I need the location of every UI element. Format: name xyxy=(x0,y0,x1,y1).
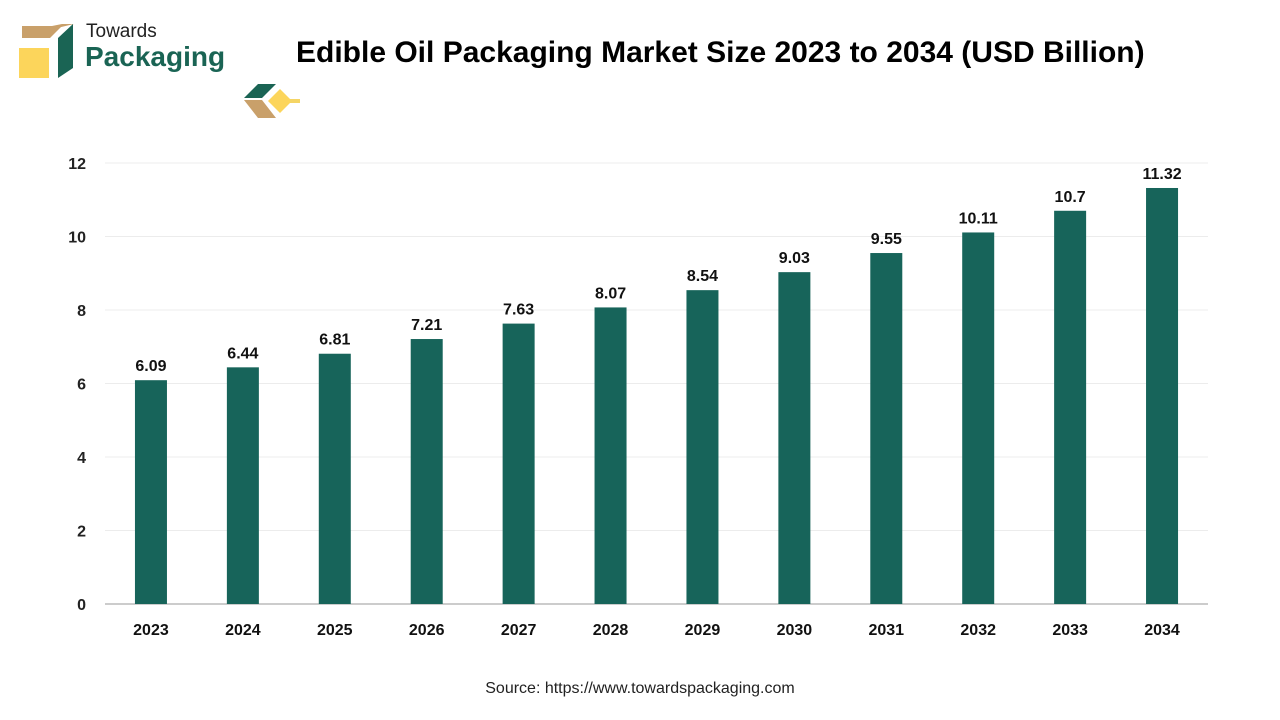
data-label: 10.11 xyxy=(959,210,998,227)
y-tick-label: 10 xyxy=(68,230,86,247)
bar xyxy=(134,380,167,604)
bar xyxy=(1146,187,1179,605)
y-tick-label: 8 xyxy=(77,303,86,320)
brand-name-line1: Towards xyxy=(86,21,157,42)
bar xyxy=(870,253,903,604)
y-tick-label: 12 xyxy=(68,156,86,173)
x-tick-label: 2034 xyxy=(1144,622,1180,639)
x-tick-label: 2023 xyxy=(133,622,169,639)
brand-logo-mark xyxy=(19,24,300,118)
bar xyxy=(594,307,627,604)
data-label: 11.32 xyxy=(1142,166,1181,183)
x-tick-label: 2030 xyxy=(777,622,813,639)
x-tick-label: 2028 xyxy=(593,622,629,639)
y-tick-label: 2 xyxy=(77,524,86,541)
data-label: 8.54 xyxy=(687,268,718,285)
data-label: 8.07 xyxy=(595,285,626,302)
x-tick-label: 2027 xyxy=(501,622,537,639)
y-tick-label: 0 xyxy=(77,597,86,614)
data-label: 7.63 xyxy=(503,302,534,319)
bar xyxy=(686,290,719,604)
bar xyxy=(1054,210,1087,604)
bar xyxy=(962,232,995,604)
x-tick-label: 2031 xyxy=(868,622,904,639)
bar xyxy=(502,323,535,604)
bar xyxy=(318,353,351,604)
bar xyxy=(410,339,443,604)
chart-title: Edible Oil Packaging Market Size 2023 to… xyxy=(296,36,1145,69)
data-label: 7.21 xyxy=(411,317,442,334)
source-note: Source: https://www.towardspackaging.com xyxy=(485,680,795,697)
data-label: 9.03 xyxy=(779,250,810,267)
x-tick-label: 2024 xyxy=(225,622,261,639)
data-label: 9.55 xyxy=(871,231,902,248)
x-tick-label: 2033 xyxy=(1052,622,1088,639)
y-tick-label: 6 xyxy=(77,377,86,394)
x-tick-label: 2029 xyxy=(685,622,721,639)
data-label: 10.7 xyxy=(1055,189,1086,206)
data-label: 6.09 xyxy=(135,358,166,375)
bar xyxy=(778,272,811,604)
brand-name-line2: Packaging xyxy=(85,41,226,72)
y-tick-label: 4 xyxy=(77,450,86,467)
data-label: 6.81 xyxy=(319,332,350,349)
data-label: 6.44 xyxy=(227,345,258,362)
bar xyxy=(226,367,259,604)
x-tick-label: 2032 xyxy=(960,622,996,639)
x-tick-label: 2025 xyxy=(317,622,353,639)
x-tick-label: 2026 xyxy=(409,622,445,639)
